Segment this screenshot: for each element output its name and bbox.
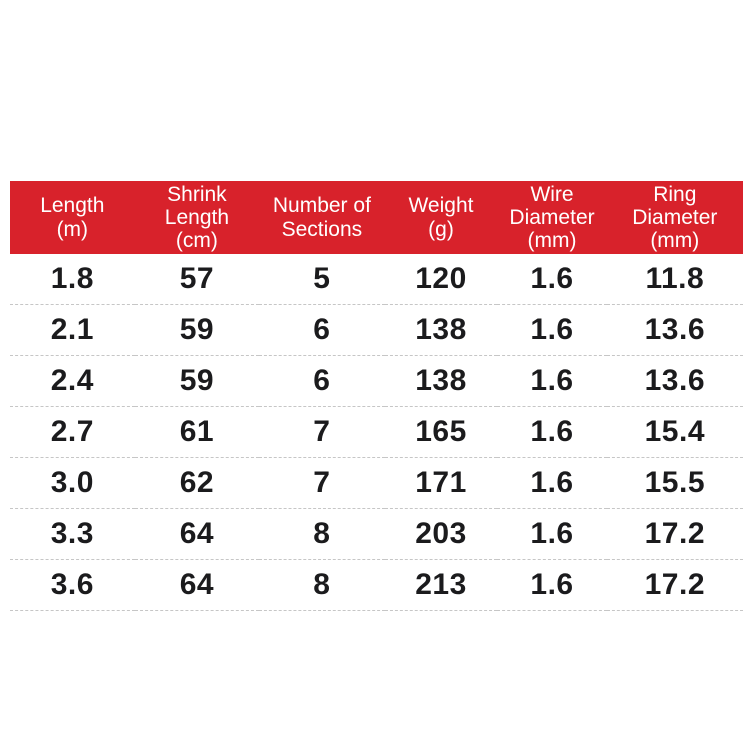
table-cell-sections: 7 [259,406,385,458]
table-cell-length: 1.8 [10,254,135,305]
table-row: 3.6 64 8 213 1.6 17.2 [10,559,743,611]
table-row: 2.4 59 6 138 1.6 13.6 [10,355,743,407]
table-cell-sections: 6 [259,355,385,407]
table-cell-length: 2.1 [10,304,135,356]
header-cell-ring-diameter: Ring Diameter (mm) [606,181,743,254]
table-cell-wire-diameter: 1.6 [497,304,607,356]
table-row: 3.3 64 8 203 1.6 17.2 [10,508,743,560]
table-cell-sections: 8 [259,559,385,611]
table-cell-sections: 8 [259,508,385,560]
table-cell-wire-diameter: 1.6 [497,406,607,458]
spec-table-container: Length (m) Shrink Length (cm) Number of … [10,181,743,611]
table-cell-shrink-length: 59 [134,355,260,407]
table-cell-shrink-length: 64 [134,559,260,611]
table-cell-length: 3.6 [10,559,135,611]
header-cell-wire-diameter: Wire Diameter (mm) [497,181,607,254]
table-cell-ring-diameter: 13.6 [606,304,743,356]
header-cell-number-of-sections: Number of Sections [259,181,385,254]
table-cell-ring-diameter: 11.8 [606,254,743,305]
table-cell-wire-diameter: 1.6 [497,355,607,407]
table-cell-wire-diameter: 1.6 [497,254,607,305]
table-cell-weight: 213 [384,559,498,611]
table-cell-weight: 171 [384,457,498,509]
header-row: Length (m) Shrink Length (cm) Number of … [10,181,743,254]
table-row: 2.7 61 7 165 1.6 15.4 [10,406,743,458]
table-cell-ring-diameter: 15.4 [606,406,743,458]
table-cell-wire-diameter: 1.6 [497,508,607,560]
table-cell-shrink-length: 57 [134,254,260,305]
table-row: 1.8 57 5 120 1.6 11.8 [10,254,743,305]
table-cell-wire-diameter: 1.6 [497,457,607,509]
table-cell-weight: 138 [384,304,498,356]
header-cell-length: Length (m) [10,181,135,254]
table-cell-ring-diameter: 15.5 [606,457,743,509]
header-cell-weight: Weight (g) [384,181,498,254]
table-cell-sections: 5 [259,254,385,305]
table-cell-ring-diameter: 13.6 [606,355,743,407]
table-cell-shrink-length: 59 [134,304,260,356]
table-cell-ring-diameter: 17.2 [606,508,743,560]
table-cell-sections: 6 [259,304,385,356]
table-cell-sections: 7 [259,457,385,509]
spec-table: Length (m) Shrink Length (cm) Number of … [10,181,743,611]
table-cell-length: 3.0 [10,457,135,509]
table-cell-wire-diameter: 1.6 [497,559,607,611]
table-cell-weight: 165 [384,406,498,458]
table-cell-length: 2.7 [10,406,135,458]
table-cell-shrink-length: 64 [134,508,260,560]
table-cell-weight: 138 [384,355,498,407]
table-cell-ring-diameter: 17.2 [606,559,743,611]
table-cell-shrink-length: 62 [134,457,260,509]
header-cell-shrink-length: Shrink Length (cm) [134,181,260,254]
table-row: 2.1 59 6 138 1.6 13.6 [10,304,743,356]
table-cell-weight: 120 [384,254,498,305]
table-cell-length: 3.3 [10,508,135,560]
table-cell-shrink-length: 61 [134,406,260,458]
table-cell-weight: 203 [384,508,498,560]
table-row: 3.0 62 7 171 1.6 15.5 [10,457,743,509]
table-cell-length: 2.4 [10,355,135,407]
